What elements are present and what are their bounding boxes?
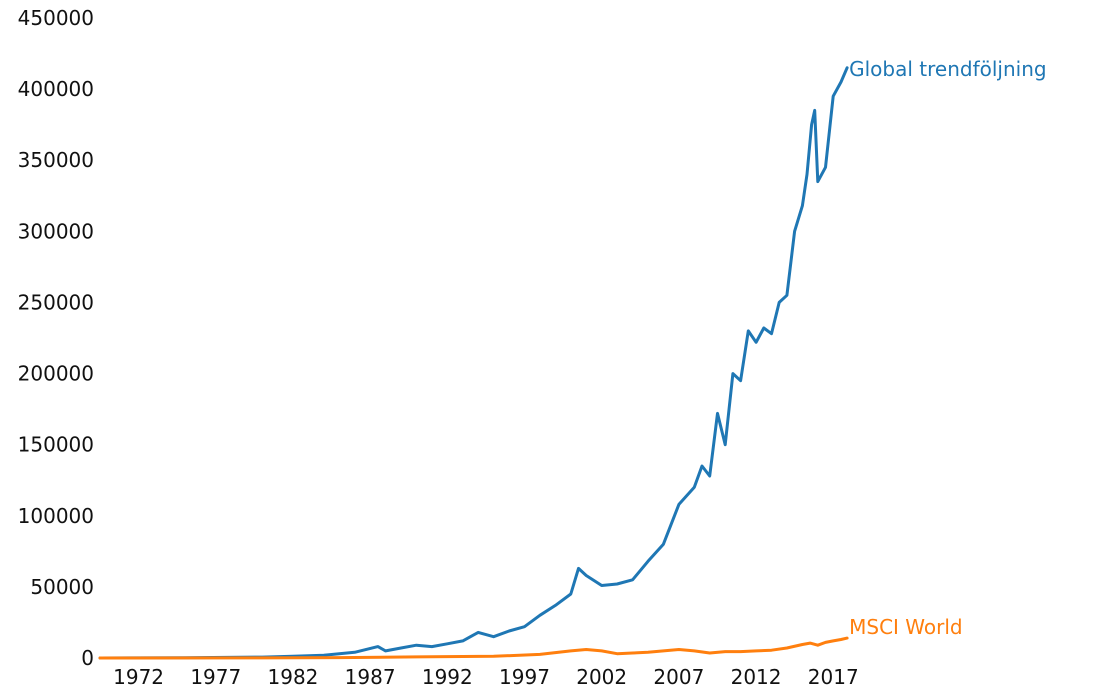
x-tick-label: 2017	[808, 665, 859, 689]
y-axis: 0 50000 100000 150000 200000 250000 300000 3500…	[18, 6, 94, 670]
y-tick-label: 150000	[18, 433, 94, 457]
y-tick-label: 350000	[18, 148, 94, 172]
plot-area	[98, 66, 849, 660]
x-tick-label: 1982	[268, 665, 319, 689]
y-tick-label: 0	[81, 646, 94, 670]
x-tick-label: 1972	[113, 665, 164, 689]
y-tick-label: 300000	[18, 219, 94, 243]
series-line	[98, 66, 849, 660]
x-tick-label: 2002	[576, 665, 627, 689]
series-label: MSCI World	[849, 615, 963, 639]
y-tick-label: 400000	[18, 77, 94, 101]
x-tick-label: 1992	[422, 665, 473, 689]
y-tick-label: 200000	[18, 362, 94, 386]
series-labels: Global trendföljning MSCI World	[849, 57, 1046, 639]
y-tick-label: 250000	[18, 290, 94, 314]
series-label: Global trendföljning	[849, 57, 1046, 81]
x-axis: 1972 1977 1982 1987 1992 1997 2002 2007 2012 2017	[113, 665, 859, 689]
x-tick-label: 2007	[653, 665, 704, 689]
x-tick-label: 1987	[345, 665, 396, 689]
x-tick-label: 1997	[499, 665, 550, 689]
y-tick-label: 50000	[30, 575, 94, 599]
x-tick-label: 1977	[190, 665, 241, 689]
y-tick-label: 450000	[18, 6, 94, 30]
y-tick-label: 100000	[18, 504, 94, 528]
x-tick-label: 2012	[731, 665, 782, 689]
series-line	[98, 636, 849, 660]
